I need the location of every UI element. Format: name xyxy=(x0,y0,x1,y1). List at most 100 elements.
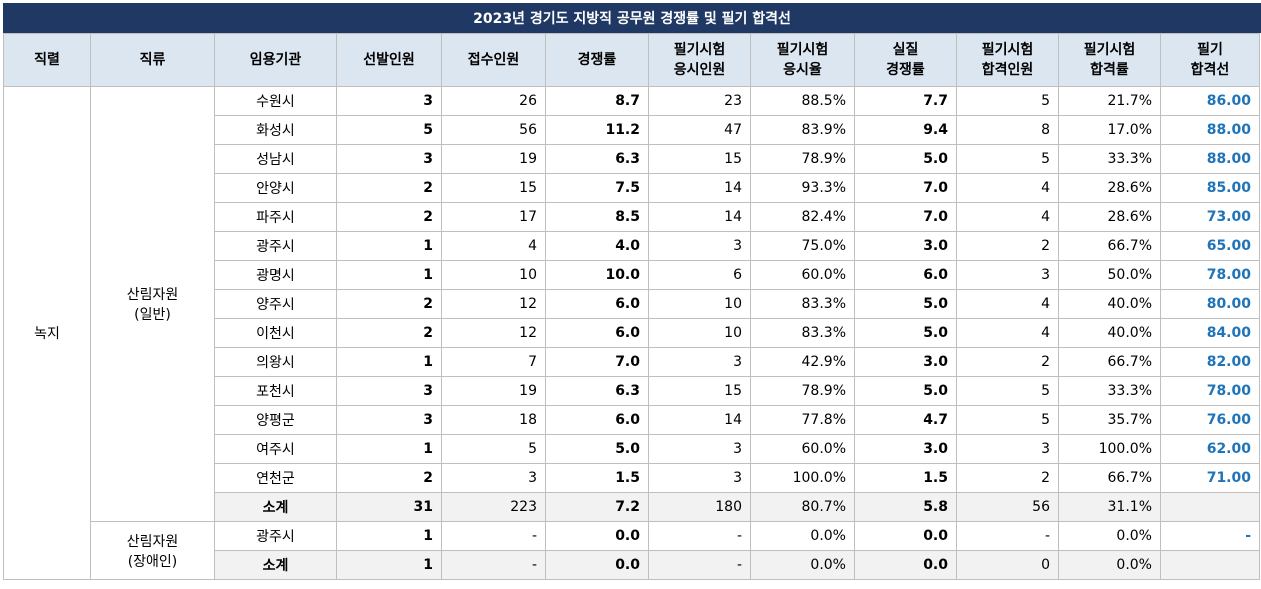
value-cell: 6.0 xyxy=(545,405,649,435)
value-cell: 1 xyxy=(336,434,442,464)
value-cell: 7.0 xyxy=(545,347,649,377)
table-row: 성남시 3 19 6.3 15 78.9% 5.0 5 33.3% 88.00 xyxy=(4,144,1260,174)
kind-cell: 산림자원 (일반) xyxy=(90,86,215,522)
value-cell: 50.0% xyxy=(1058,260,1161,290)
column-header: 직류 xyxy=(90,33,215,87)
value-cell: 4 xyxy=(956,318,1059,348)
value-cell: 14 xyxy=(648,173,751,203)
value-cell: 3 xyxy=(336,376,442,406)
table-row: 안양시 2 15 7.5 14 93.3% 7.0 4 28.6% 85.00 xyxy=(4,173,1260,203)
value-cell: 1 xyxy=(336,550,442,580)
value-cell: 5 xyxy=(956,405,1059,435)
value-cell: 88.00 xyxy=(1160,144,1260,174)
agency-cell: 포천시 xyxy=(214,376,337,406)
table-row: 이천시 2 12 6.0 10 83.3% 5.0 4 40.0% 84.00 xyxy=(4,318,1260,348)
value-cell: 78.9% xyxy=(750,376,855,406)
value-cell: 3.0 xyxy=(854,231,957,261)
value-cell: 2 xyxy=(956,463,1059,493)
value-cell: 17.0% xyxy=(1058,115,1161,145)
agency-cell: 이천시 xyxy=(214,318,337,348)
column-header: 경쟁률 xyxy=(545,33,649,87)
table-row: 의왕시 1 7 7.0 3 42.9% 3.0 2 66.7% 82.00 xyxy=(4,347,1260,377)
value-cell: 62.00 xyxy=(1160,434,1260,464)
table-row: 파주시 2 17 8.5 14 82.4% 7.0 4 28.6% 73.00 xyxy=(4,202,1260,232)
value-cell: 66.7% xyxy=(1058,463,1161,493)
agency-cell: 안양시 xyxy=(214,173,337,203)
value-cell: 8 xyxy=(956,115,1059,145)
value-cell: 1 xyxy=(336,521,442,551)
value-cell: 4 xyxy=(956,173,1059,203)
value-cell: 86.00 xyxy=(1160,86,1260,116)
value-cell: 6.3 xyxy=(545,376,649,406)
value-cell: 33.3% xyxy=(1058,144,1161,174)
value-cell: 1.5 xyxy=(545,463,649,493)
value-cell: 100.0% xyxy=(1058,434,1161,464)
agency-cell: 의왕시 xyxy=(214,347,337,377)
value-cell: 7.0 xyxy=(854,202,957,232)
value-cell: 7.7 xyxy=(854,86,957,116)
value-cell: 78.9% xyxy=(750,144,855,174)
agency-cell: 광주시 xyxy=(214,231,337,261)
value-cell: 12 xyxy=(441,289,546,319)
value-cell: 15 xyxy=(648,144,751,174)
value-cell: 0.0 xyxy=(854,521,957,551)
value-cell: 14 xyxy=(648,202,751,232)
value-cell: 1 xyxy=(336,231,442,261)
value-cell: 1 xyxy=(336,347,442,377)
value-cell: 3 xyxy=(648,463,751,493)
value-cell: - xyxy=(648,550,751,580)
column-header: 필기시험 합격률 xyxy=(1058,33,1161,87)
value-cell: 6.0 xyxy=(854,260,957,290)
value-cell: 3 xyxy=(336,144,442,174)
value-cell: 0.0% xyxy=(750,550,855,580)
column-header: 접수인원 xyxy=(441,33,546,87)
value-cell: 5.0 xyxy=(854,318,957,348)
value-cell xyxy=(1160,550,1260,580)
value-cell: 12 xyxy=(441,318,546,348)
value-cell: 4.7 xyxy=(854,405,957,435)
value-cell: 60.0% xyxy=(750,260,855,290)
value-cell: 9.4 xyxy=(854,115,957,145)
agency-cell: 소계 xyxy=(214,492,337,522)
table-row: 양주시 2 12 6.0 10 83.3% 5.0 4 40.0% 80.00 xyxy=(4,289,1260,319)
value-cell: 82.00 xyxy=(1160,347,1260,377)
value-cell: 33.3% xyxy=(1058,376,1161,406)
value-cell: 7.2 xyxy=(545,492,649,522)
value-cell: 7 xyxy=(441,347,546,377)
value-cell: 5 xyxy=(441,434,546,464)
value-cell: 8.7 xyxy=(545,86,649,116)
agency-cell: 여주시 xyxy=(214,434,337,464)
value-cell: 5.8 xyxy=(854,492,957,522)
value-cell: - xyxy=(1160,521,1260,551)
value-cell: 3 xyxy=(956,434,1059,464)
value-cell: 65.00 xyxy=(1160,231,1260,261)
table-title: 2023년 경기도 지방직 공무원 경쟁률 및 필기 합격선 xyxy=(3,3,1261,33)
value-cell: 2 xyxy=(336,289,442,319)
value-cell: 2 xyxy=(336,173,442,203)
value-cell: 3.0 xyxy=(854,434,957,464)
value-cell: 2 xyxy=(956,347,1059,377)
value-cell: 85.00 xyxy=(1160,173,1260,203)
value-cell: 7.5 xyxy=(545,173,649,203)
value-cell: 5.0 xyxy=(854,376,957,406)
value-cell: 223 xyxy=(441,492,546,522)
agency-cell: 양주시 xyxy=(214,289,337,319)
value-cell: 1.5 xyxy=(854,463,957,493)
value-cell: 0.0 xyxy=(854,550,957,580)
value-cell: 17 xyxy=(441,202,546,232)
table-row: 양평군 3 18 6.0 14 77.8% 4.7 5 35.7% 76.00 xyxy=(4,405,1260,435)
value-cell: 31 xyxy=(336,492,442,522)
value-cell: 56 xyxy=(956,492,1059,522)
value-cell: 8.5 xyxy=(545,202,649,232)
value-cell: 40.0% xyxy=(1058,289,1161,319)
value-cell: 40.0% xyxy=(1058,318,1161,348)
value-cell: 56 xyxy=(441,115,546,145)
value-cell: 0.0 xyxy=(545,521,649,551)
value-cell: 78.00 xyxy=(1160,260,1260,290)
value-cell: 80.00 xyxy=(1160,289,1260,319)
value-cell: 82.4% xyxy=(750,202,855,232)
value-cell: 10 xyxy=(648,289,751,319)
value-cell: 84.00 xyxy=(1160,318,1260,348)
subtotal-row: 소계 31 223 7.2 180 80.7% 5.8 56 31.1% xyxy=(4,492,1260,522)
competition-table: 직렬 직류 임용기관 선발인원 접수인원 경쟁률 필기시험 응시인원 필기시험 응시율 실질 경쟁률 필… xyxy=(3,33,1260,580)
